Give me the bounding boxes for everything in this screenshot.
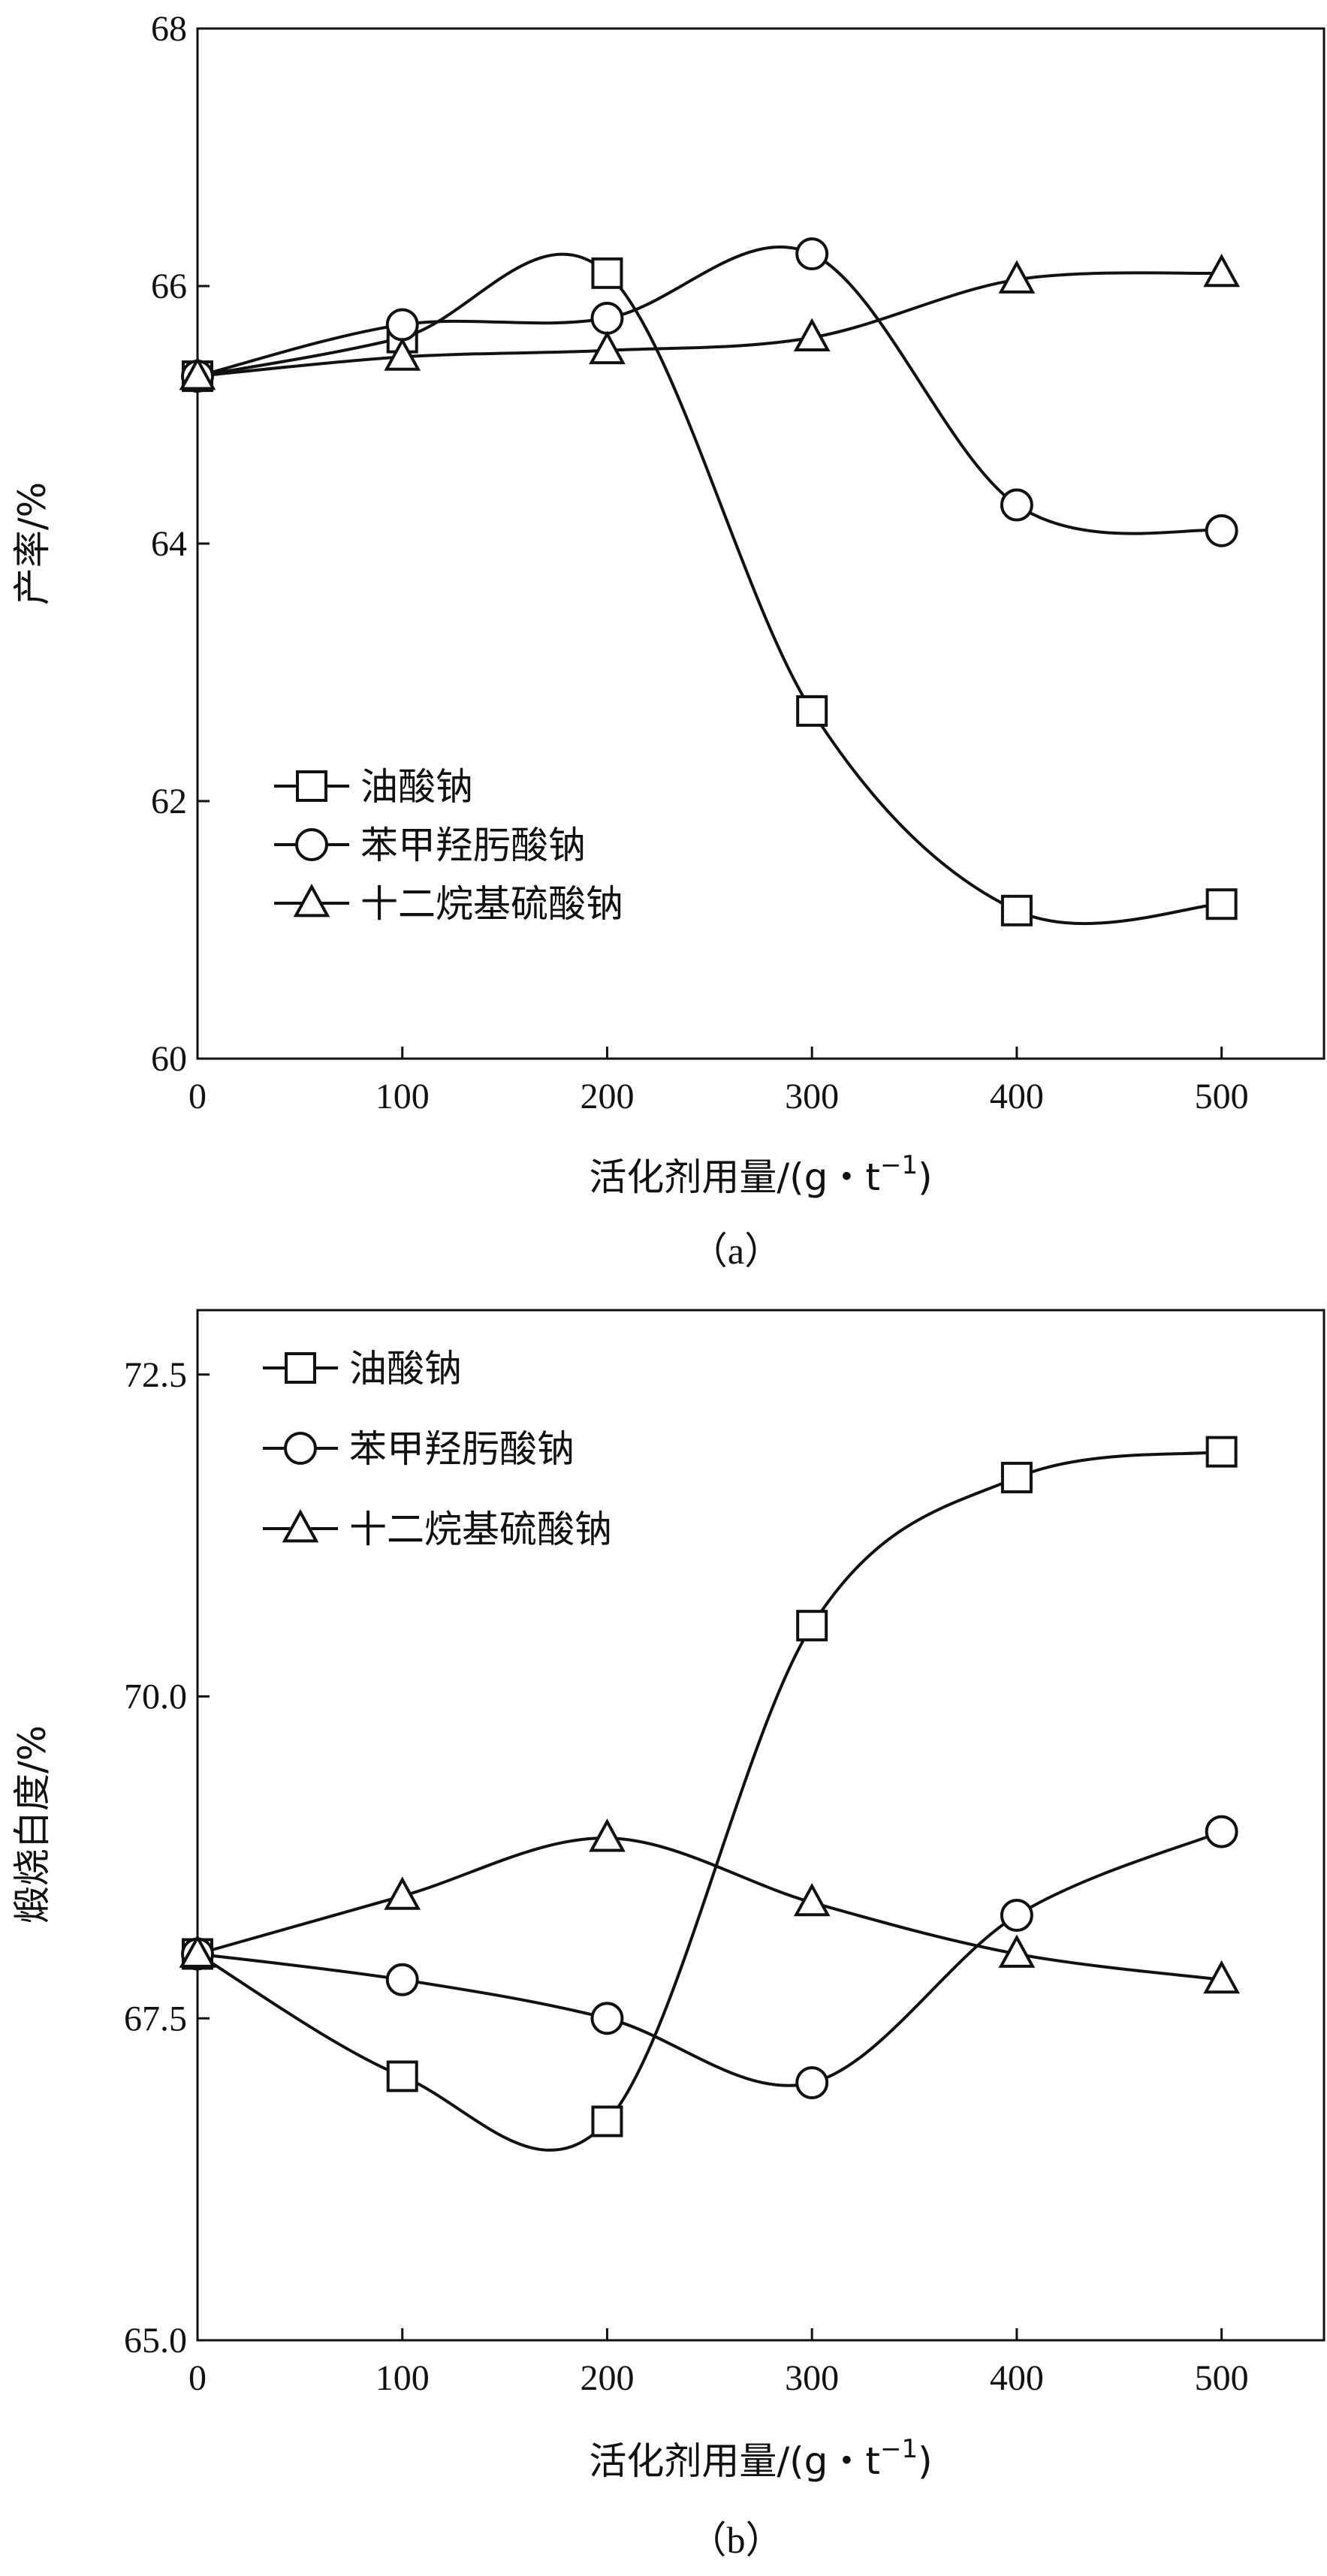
data-point-circle	[385, 1963, 419, 1996]
legend-marker-triangle	[282, 1508, 319, 1543]
data-point-triangle	[589, 1818, 626, 1852]
data-point-triangle	[793, 318, 831, 351]
y-tick-label: 67.5	[124, 1999, 187, 2038]
series-curves	[197, 245, 1222, 926]
data-point-triangle	[1203, 253, 1241, 288]
legend-label: 苯甲羟肟酸钠	[360, 824, 586, 867]
data-point-triangle	[589, 330, 626, 365]
data-point-circle	[385, 308, 419, 342]
data-point-triangle	[1203, 1960, 1241, 1994]
data-point-circle	[1205, 1815, 1238, 1848]
y-tick-label: 64	[151, 524, 187, 564]
x-tick-label: 500	[1195, 1077, 1249, 1116]
plot-frame	[196, 1309, 1325, 2342]
x-tick-label: 400	[990, 1077, 1044, 1116]
series-line-square	[197, 252, 1222, 926]
data-point-circle	[1000, 488, 1033, 522]
x-tick-label: 500	[1195, 2358, 1249, 2398]
data-point-circle	[1000, 1899, 1033, 1933]
chart-panel-b: 65.0 67.5 70.0 72.5 0 100 200 300 400 500 油酸钠苯甲羟…	[11, 1309, 1325, 2561]
data-point-square	[591, 257, 623, 289]
legend-label: 苯甲羟肟酸钠	[349, 1427, 575, 1471]
x-ticks: 0 100 200 300 400 500	[188, 2328, 1249, 2398]
legend-marker-square	[285, 1352, 316, 1384]
data-point-triangle	[998, 260, 1036, 294]
series-line-circle	[197, 1830, 1223, 2087]
legend-label: 十二烷基硫酸钠	[349, 1508, 612, 1551]
data-point-triangle	[179, 1934, 216, 1968]
data-point-square	[1205, 1436, 1238, 1468]
legend-label: 十二烷基硫酸钠	[360, 882, 623, 926]
x-axis-label: 活化剂用量/(g・t−1)	[589, 2434, 932, 2483]
legend-marker-circle	[295, 828, 328, 861]
series-markers	[179, 1436, 1241, 2138]
y-tick-label: 68	[151, 9, 187, 49]
chart-panel-a: 60 62 64 66 68 0 100 200 300 400 500 油酸钠苯甲羟肟酸钠十二烷…	[11, 9, 1325, 1272]
x-tick-label: 200	[580, 1077, 634, 1116]
y-axis-label: 煅烧白度/%	[11, 1725, 54, 1924]
data-point-triangle	[793, 1882, 831, 1917]
series-curves	[196, 1450, 1223, 2152]
data-point-square	[386, 2060, 418, 2092]
legend-marker-triangle	[293, 883, 330, 917]
data-point-square	[796, 694, 828, 727]
x-tick-label: 0	[188, 1077, 207, 1116]
y-axis-label: 产率/%	[11, 482, 54, 605]
y-tick-label: 72.5	[124, 1355, 187, 1395]
series-line-triangle	[197, 271, 1222, 378]
y-tick-label: 60	[151, 1039, 187, 1079]
x-tick-label: 300	[785, 2358, 839, 2398]
data-point-triangle	[384, 1876, 421, 1910]
panel-caption: （b）	[689, 2519, 783, 2561]
data-point-square	[796, 1610, 828, 1642]
data-point-square	[1000, 1461, 1033, 1493]
data-point-circle	[1205, 514, 1238, 547]
x-tick-label: 400	[990, 2358, 1044, 2398]
panel-caption: （a）	[690, 1230, 782, 1272]
data-point-square	[1000, 894, 1033, 926]
y-ticks: 60 62 64 66 68	[151, 9, 210, 1079]
x-axis-label: 活化剂用量/(g・t−1)	[589, 1150, 932, 1199]
legend-marker-circle	[284, 1432, 317, 1465]
y-tick-label: 66	[151, 267, 187, 306]
x-ticks: 0 100 200 300 400 500	[188, 1047, 1249, 1116]
data-point-square	[1205, 888, 1238, 920]
series-markers	[179, 237, 1241, 926]
data-point-circle	[795, 237, 829, 271]
data-point-triangle	[998, 1934, 1036, 1968]
y-tick-label: 65.0	[124, 2321, 187, 2361]
y-tick-label: 62	[151, 782, 187, 821]
legend-label: 油酸钠	[349, 1347, 462, 1390]
x-tick-label: 300	[785, 1077, 839, 1116]
data-point-circle	[590, 2002, 624, 2035]
series-line-circle	[197, 245, 1222, 535]
y-tick-label: 70.0	[124, 1677, 187, 1717]
series-line-square	[196, 1450, 1222, 2152]
x-tick-label: 100	[375, 1077, 430, 1116]
legend-marker-square	[296, 770, 327, 802]
x-tick-label: 200	[580, 2358, 634, 2398]
data-point-triangle	[179, 357, 216, 390]
legend-label: 油酸钠	[360, 765, 473, 809]
series-line-triangle	[197, 1836, 1222, 1981]
data-point-circle	[795, 2066, 829, 2099]
x-tick-label: 0	[188, 2358, 207, 2398]
data-point-triangle	[384, 337, 421, 371]
data-point-circle	[590, 301, 624, 335]
x-tick-label: 100	[375, 2358, 430, 2398]
data-point-square	[591, 2105, 623, 2138]
y-ticks: 65.0 67.5 70.0 72.5	[124, 1355, 210, 2361]
